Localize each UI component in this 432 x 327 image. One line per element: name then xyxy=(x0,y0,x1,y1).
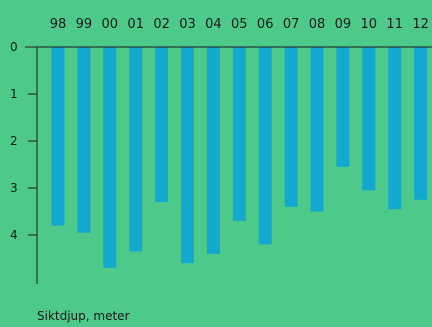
category-label-01: 01 xyxy=(127,17,144,32)
category-label-03: 03 xyxy=(179,17,196,32)
category-label-06: 06 xyxy=(257,17,274,32)
category-label-09: 09 xyxy=(335,17,352,32)
bar-07 xyxy=(284,47,298,207)
bar-11 xyxy=(388,47,402,210)
category-label-08: 08 xyxy=(309,17,326,32)
bar-01 xyxy=(129,47,143,252)
category-label-07: 07 xyxy=(283,17,300,32)
bar-99 xyxy=(77,47,91,233)
category-label-98: 98 xyxy=(50,17,67,32)
axis-label: Siktdjup, meter xyxy=(37,309,130,323)
bar-09 xyxy=(336,47,350,167)
category-label-99: 99 xyxy=(76,17,93,32)
category-label-04: 04 xyxy=(205,17,222,32)
category-label-11: 11 xyxy=(386,17,403,32)
bar-04 xyxy=(206,47,220,254)
bar-98 xyxy=(51,47,65,226)
category-label-12: 12 xyxy=(412,17,429,32)
bar-10 xyxy=(362,47,376,191)
category-label-02: 02 xyxy=(153,17,170,32)
y-tick-label-4: 4 xyxy=(10,228,18,242)
category-labels: 98 99 00 01 02 03 04 05 06 07 08 09 10 11 12 xyxy=(50,17,429,32)
bar-02 xyxy=(155,47,169,203)
category-label-05: 05 xyxy=(231,17,248,32)
bar-06 xyxy=(258,47,272,245)
bar-12 xyxy=(414,47,428,200)
category-label-10: 10 xyxy=(361,17,378,32)
bars xyxy=(51,47,428,268)
bar-00 xyxy=(103,47,117,268)
category-label-00: 00 xyxy=(102,17,119,32)
bar-05 xyxy=(232,47,246,221)
bar-08 xyxy=(310,47,324,212)
y-tick-label-0: 0 xyxy=(10,40,18,54)
bar-03 xyxy=(181,47,194,264)
y-tick-label-3: 3 xyxy=(10,181,18,195)
y-tick-label-2: 2 xyxy=(10,134,18,148)
y-axis: 0 1 2 3 4 xyxy=(10,40,432,284)
y-tick-label-1: 1 xyxy=(10,87,18,101)
